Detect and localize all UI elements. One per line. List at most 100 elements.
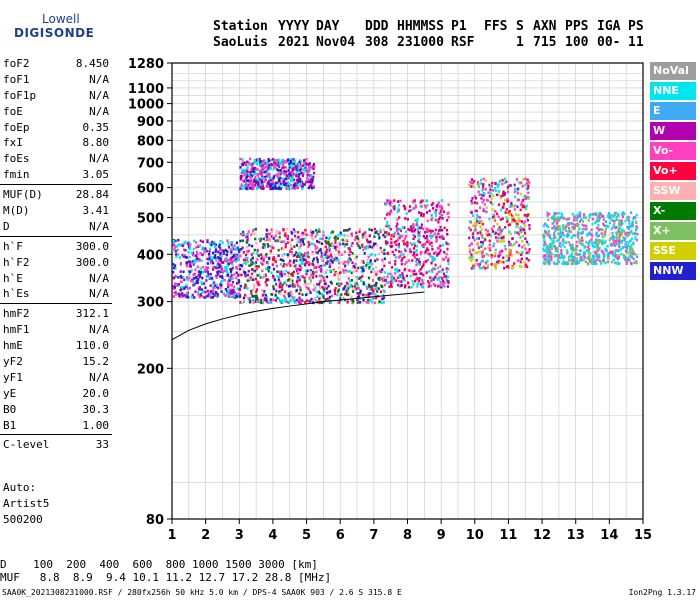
echo-point — [564, 225, 567, 229]
echo-point — [373, 301, 377, 305]
echo-point — [426, 219, 429, 223]
echo-point — [403, 226, 406, 229]
echo-point — [207, 266, 210, 270]
echo-point — [281, 270, 284, 274]
echo-point — [528, 181, 531, 184]
echo-point — [182, 253, 185, 257]
param-row: yE 20.0 — [0, 386, 112, 402]
echo-point — [278, 275, 281, 279]
echo-point — [484, 261, 487, 265]
echo-point — [255, 158, 258, 162]
echo-point — [179, 263, 182, 266]
echo-point — [577, 236, 580, 239]
echo-point — [266, 267, 269, 271]
echo-point — [243, 258, 246, 262]
echo-point — [621, 239, 624, 243]
echo-point — [222, 249, 226, 253]
echo-point — [215, 276, 218, 279]
echo-point — [266, 171, 269, 175]
echo-point — [440, 208, 443, 211]
echo-point — [305, 299, 308, 302]
echo-point — [488, 233, 491, 236]
echo-point — [362, 265, 365, 268]
echo-point — [616, 212, 620, 216]
header-value-4: 231000 — [397, 35, 444, 50]
echo-point — [241, 174, 244, 178]
echo-point — [306, 292, 309, 296]
echo-point — [506, 217, 509, 221]
echo-point — [177, 292, 180, 296]
echo-point — [299, 168, 302, 172]
echo-point — [610, 260, 614, 264]
echo-point — [208, 291, 211, 295]
echo-point — [356, 298, 359, 302]
echo-point — [193, 296, 196, 299]
echo-point — [315, 250, 318, 254]
echo-point — [251, 162, 254, 166]
echo-point — [275, 229, 278, 233]
echo-point — [393, 205, 396, 208]
echo-point — [480, 251, 484, 255]
echo-point — [570, 255, 573, 259]
echo-point — [389, 211, 392, 214]
echo-point — [471, 214, 475, 217]
echo-point — [553, 233, 556, 237]
echo-point — [276, 163, 279, 167]
echo-point — [395, 279, 398, 282]
echo-point — [561, 225, 564, 228]
echo-point — [300, 262, 303, 266]
echo-point — [264, 280, 267, 284]
echo-point — [206, 275, 209, 279]
echo-point — [575, 246, 578, 250]
echo-point — [217, 250, 220, 254]
echo-point — [427, 248, 430, 252]
param-row: MUF(D) 28.84 — [0, 187, 112, 203]
echo-point — [544, 243, 547, 246]
echo-point — [246, 279, 249, 282]
echo-point — [549, 236, 552, 239]
echo-point — [362, 298, 365, 301]
header-label-3: DDD — [365, 19, 389, 34]
echo-point — [369, 299, 372, 302]
echo-point — [325, 268, 328, 272]
echo-point — [542, 255, 545, 258]
echo-point — [280, 285, 283, 289]
param-row: foF2 8.450 — [0, 56, 112, 72]
echo-point — [491, 227, 494, 231]
echo-point — [279, 182, 282, 186]
echo-point — [362, 282, 365, 286]
echo-point — [206, 239, 209, 242]
echo-point — [407, 285, 411, 289]
echo-point — [488, 239, 491, 243]
echo-point — [237, 245, 240, 249]
echo-point — [353, 238, 357, 242]
echo-point — [295, 298, 299, 302]
echo-point — [252, 169, 255, 173]
param-value: 15.2 — [82, 355, 110, 369]
echo-point — [228, 292, 231, 295]
echo-point — [265, 253, 268, 256]
echo-point — [439, 228, 442, 232]
y-tick-label: 800 — [137, 134, 164, 149]
echo-point — [384, 240, 388, 243]
echo-point — [515, 225, 518, 229]
echo-point — [359, 297, 362, 301]
echo-point — [265, 278, 268, 282]
echo-point — [267, 183, 270, 186]
echo-point — [246, 241, 249, 244]
echo-point — [519, 208, 522, 212]
x-tick-label: 12 — [533, 528, 551, 543]
echo-point — [505, 208, 508, 211]
echo-point — [383, 252, 386, 255]
echo-point — [319, 268, 322, 272]
echo-point — [307, 255, 310, 259]
echo-point — [190, 268, 193, 272]
echo-point — [430, 214, 433, 217]
echo-point — [478, 206, 482, 210]
echo-point — [307, 299, 310, 303]
echo-point — [376, 258, 379, 261]
echo-point — [544, 257, 547, 261]
echo-point — [388, 199, 392, 203]
param-name: yE — [3, 386, 17, 400]
echo-point — [245, 169, 248, 173]
